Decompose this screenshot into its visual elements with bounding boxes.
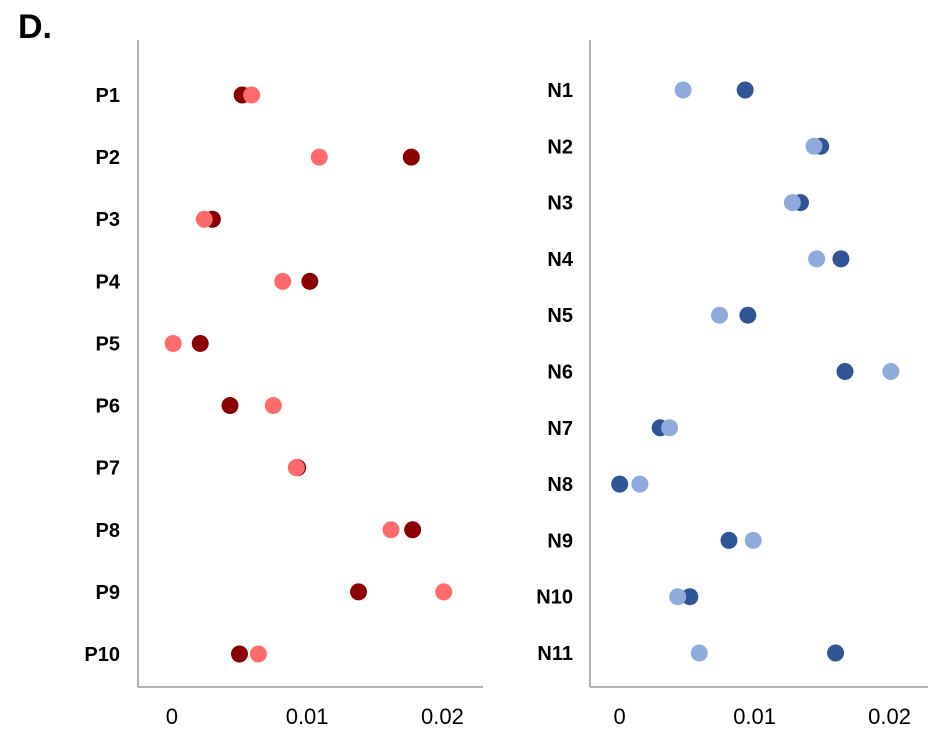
p-series2-point-p1 — [243, 87, 260, 104]
n-series1-point-n6 — [837, 363, 854, 380]
p-category-label-p8: P8 — [96, 520, 120, 542]
n-category-label-n4: N4 — [547, 249, 573, 271]
p-category-label-p5: P5 — [96, 333, 120, 355]
n-series2-point-n4 — [808, 250, 825, 267]
n-series2-point-n10 — [669, 588, 686, 605]
n-series1-point-n5 — [739, 307, 756, 324]
n-series1-point-n4 — [832, 250, 849, 267]
n-category-label-n5: N5 — [547, 305, 573, 327]
n-series1-point-n9 — [720, 532, 737, 549]
p-series1-point-p9 — [350, 583, 367, 600]
n-x-tick-label-2: 0.02 — [868, 704, 911, 729]
n-series2-point-n2 — [805, 138, 822, 155]
p-series2-point-p4 — [274, 273, 291, 290]
n-series2-point-n6 — [882, 363, 899, 380]
n-series2-point-n8 — [631, 476, 648, 493]
p-series1-point-p8 — [404, 521, 421, 538]
n-category-label-n9: N9 — [547, 530, 573, 552]
n-category-label-n11: N11 — [537, 643, 573, 665]
n-series2-point-n11 — [691, 645, 708, 662]
p-series2-point-p8 — [383, 521, 400, 538]
p-series1-point-p6 — [222, 397, 239, 414]
p-series2-point-p2 — [311, 149, 328, 166]
p-series1-point-p2 — [403, 149, 420, 166]
p-x-tick-label-1: 0.01 — [286, 704, 329, 729]
p-category-label-p6: P6 — [96, 396, 120, 418]
p-series1-point-p5 — [192, 335, 209, 352]
p-series2-point-p3 — [196, 211, 213, 228]
p-series1-point-p10 — [231, 646, 248, 663]
n-series1-point-n8 — [611, 476, 628, 493]
p-category-label-p7: P7 — [96, 458, 120, 480]
p-category-label-p10: P10 — [84, 644, 120, 666]
p-series2-point-p6 — [265, 397, 282, 414]
p-series2-point-p9 — [435, 583, 452, 600]
p-series2-point-p7 — [288, 459, 305, 476]
n-series1-point-n11 — [827, 645, 844, 662]
n-category-label-n6: N6 — [547, 362, 573, 384]
n-category-label-n8: N8 — [547, 474, 573, 496]
p-series2-point-p10 — [250, 646, 267, 663]
n-x-tick-label-1: 0.01 — [733, 704, 776, 729]
n-category-label-n10: N10 — [536, 587, 573, 609]
n-series2-point-n5 — [711, 307, 728, 324]
p-series2-point-p5 — [165, 335, 182, 352]
n-x-tick-label-0: 0 — [614, 704, 626, 729]
n-series2-point-n3 — [784, 194, 801, 211]
n-series2-point-n1 — [675, 82, 692, 99]
p-series1-point-p4 — [301, 273, 318, 290]
n-category-label-n7: N7 — [547, 418, 573, 440]
n-category-label-n3: N3 — [547, 193, 573, 215]
p-category-label-p3: P3 — [96, 209, 120, 231]
p-category-label-p2: P2 — [96, 147, 120, 169]
p-x-tick-label-0: 0 — [166, 704, 178, 729]
p-x-tick-label-2: 0.02 — [421, 704, 464, 729]
n-category-label-n1: N1 — [547, 80, 573, 102]
n-series2-point-n9 — [745, 532, 762, 549]
p-category-label-p9: P9 — [96, 582, 120, 604]
n-series2-point-n7 — [661, 419, 678, 436]
n-category-label-n2: N2 — [547, 136, 573, 158]
n-series1-point-n1 — [737, 82, 754, 99]
p-category-label-p1: P1 — [96, 85, 120, 107]
p-category-label-p4: P4 — [96, 271, 121, 293]
